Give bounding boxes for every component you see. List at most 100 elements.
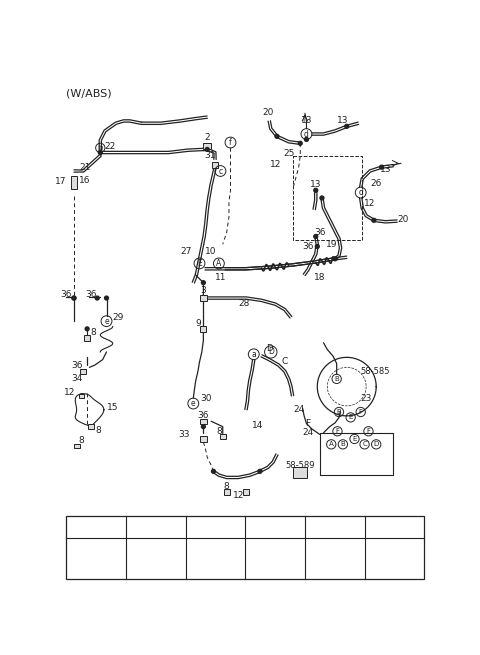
Text: b: b	[98, 145, 103, 151]
Text: 12: 12	[64, 388, 75, 398]
Text: 22: 22	[105, 142, 116, 151]
Text: 6: 6	[275, 522, 281, 532]
Text: 36: 36	[302, 242, 314, 251]
Text: F: F	[366, 428, 371, 434]
Bar	[200, 295, 207, 301]
Circle shape	[72, 296, 76, 300]
Circle shape	[95, 296, 99, 300]
Bar	[200, 326, 206, 331]
Text: 4: 4	[156, 522, 162, 532]
Text: 16: 16	[79, 176, 91, 185]
Text: e: e	[323, 522, 328, 531]
Bar	[293, 468, 307, 478]
Text: b: b	[144, 522, 149, 531]
Circle shape	[258, 470, 262, 473]
Bar	[243, 489, 249, 495]
Text: a: a	[84, 522, 89, 531]
Circle shape	[275, 134, 279, 138]
Text: 13: 13	[380, 165, 391, 174]
Bar	[212, 162, 218, 168]
Text: 12: 12	[233, 491, 244, 500]
Circle shape	[320, 196, 324, 200]
Bar	[88, 424, 94, 429]
Text: 11: 11	[216, 272, 227, 282]
Circle shape	[98, 151, 102, 155]
Circle shape	[89, 424, 93, 428]
Circle shape	[333, 257, 337, 261]
Text: 35: 35	[391, 522, 404, 532]
Text: 19: 19	[325, 240, 337, 249]
Text: A: A	[329, 441, 334, 447]
Bar	[84, 335, 90, 341]
Circle shape	[80, 394, 84, 398]
Text: 33: 33	[178, 430, 190, 439]
Circle shape	[202, 424, 205, 428]
Circle shape	[315, 244, 319, 248]
Text: 8: 8	[216, 427, 222, 436]
Circle shape	[336, 557, 339, 559]
Text: 58-585: 58-585	[360, 367, 390, 376]
Text: 25: 25	[283, 149, 294, 158]
Text: F: F	[336, 428, 339, 434]
Circle shape	[202, 281, 205, 284]
Text: 28: 28	[239, 299, 250, 308]
Text: 5: 5	[215, 522, 222, 532]
Text: c: c	[218, 166, 223, 176]
Text: B: B	[336, 409, 341, 415]
Text: C: C	[282, 358, 288, 366]
Text: 1: 1	[96, 522, 102, 532]
Text: E: E	[352, 436, 357, 442]
Text: E: E	[197, 259, 202, 268]
Text: 36: 36	[72, 360, 83, 369]
Text: 36: 36	[60, 290, 72, 299]
Bar	[71, 176, 77, 189]
Circle shape	[212, 470, 216, 473]
Text: 8: 8	[79, 436, 84, 445]
Text: 15: 15	[107, 403, 119, 412]
Text: 13: 13	[310, 180, 322, 189]
Text: D: D	[268, 347, 274, 356]
Circle shape	[304, 138, 308, 141]
Bar	[80, 369, 86, 373]
Text: 34: 34	[72, 375, 83, 383]
Circle shape	[298, 141, 302, 145]
Text: D: D	[373, 441, 379, 447]
Text: (W/ABS): (W/ABS)	[66, 88, 112, 99]
Text: f: f	[229, 138, 232, 147]
Text: e: e	[191, 399, 196, 408]
Circle shape	[85, 327, 89, 331]
Circle shape	[105, 296, 108, 300]
Circle shape	[331, 557, 334, 559]
Bar	[66, 516, 424, 579]
Text: a: a	[252, 350, 256, 359]
Text: 7: 7	[274, 563, 279, 572]
Text: 36: 36	[314, 228, 325, 237]
Bar	[292, 156, 362, 240]
Text: 58-589: 58-589	[286, 461, 315, 470]
Bar	[200, 419, 207, 424]
Text: 12: 12	[364, 199, 376, 208]
Bar	[204, 143, 211, 149]
Circle shape	[380, 165, 384, 169]
Bar	[74, 443, 80, 448]
Text: 23: 23	[360, 394, 372, 403]
Text: c: c	[204, 522, 208, 531]
Text: 20: 20	[262, 108, 274, 117]
Text: d: d	[264, 522, 268, 531]
Text: F: F	[305, 419, 311, 428]
Text: D: D	[266, 344, 273, 352]
Text: 8: 8	[224, 482, 229, 491]
Circle shape	[345, 124, 348, 128]
Text: 8: 8	[90, 328, 96, 337]
Text: 29: 29	[112, 313, 124, 322]
Text: 14: 14	[252, 421, 264, 430]
Text: A: A	[216, 259, 221, 268]
Circle shape	[205, 147, 209, 151]
Text: B: B	[334, 376, 339, 382]
Text: 17: 17	[55, 176, 66, 185]
Text: e: e	[104, 316, 109, 326]
Text: 8: 8	[96, 426, 102, 435]
Text: 2: 2	[204, 134, 210, 142]
Text: d: d	[358, 188, 363, 197]
Text: 36: 36	[198, 411, 209, 421]
